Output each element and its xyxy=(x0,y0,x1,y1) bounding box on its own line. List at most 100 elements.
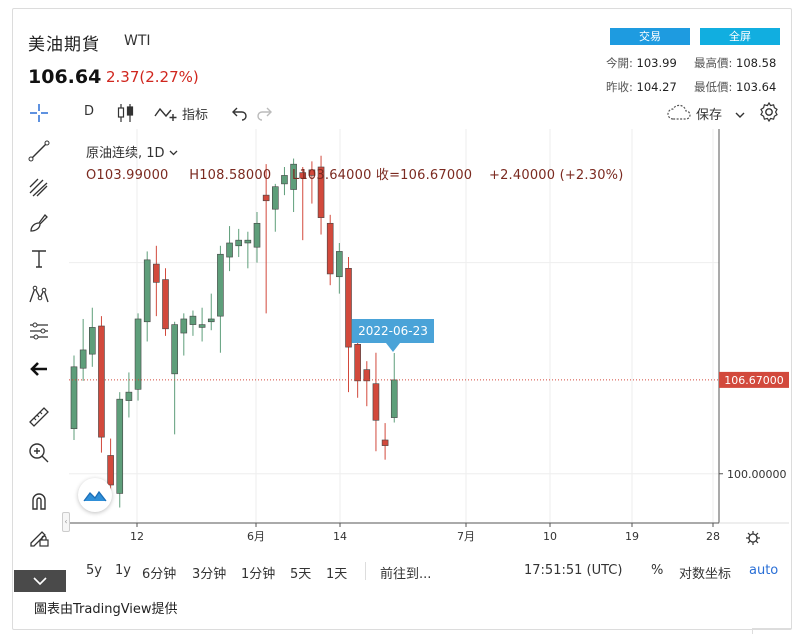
goto-date-button[interactable]: 前往到... xyxy=(380,567,432,582)
interval-button[interactable]: D xyxy=(84,104,95,119)
arrow-left-icon[interactable] xyxy=(26,356,52,382)
candle-body-12 xyxy=(180,318,188,334)
fib-tool-icon[interactable] xyxy=(26,174,52,200)
crosshair-date-bg xyxy=(352,319,434,343)
pattern-tool-icon[interactable] xyxy=(26,282,52,308)
brush-icon[interactable] xyxy=(26,210,52,236)
instrument-symbol: WTI xyxy=(124,33,151,49)
save-button[interactable]: 保存 xyxy=(696,108,723,123)
candle-body-14 xyxy=(198,324,206,328)
candle-body-6 xyxy=(125,391,133,401)
stat-open: 今開: 103.99 xyxy=(606,55,677,71)
text-tool-icon[interactable] xyxy=(26,246,52,272)
candle-body-35 xyxy=(390,379,398,418)
indicators-icon[interactable] xyxy=(154,104,178,126)
price-change: 2.37(2.27%) xyxy=(106,68,199,86)
range-1y[interactable]: 1y xyxy=(115,563,131,578)
prediction-tool-icon[interactable] xyxy=(26,318,52,344)
candle-body-20 xyxy=(253,222,261,248)
trend-line-icon[interactable] xyxy=(26,138,52,164)
series-title-text: 原油连续, 1D xyxy=(86,146,165,161)
trade-button[interactable]: 交易 xyxy=(610,28,690,45)
chevron-down-icon[interactable] xyxy=(734,106,746,125)
stat-low: 最低價: 103.64 xyxy=(694,79,776,95)
candles-style-icon[interactable] xyxy=(116,102,136,128)
candle-body-4 xyxy=(107,455,114,486)
candle-body-3 xyxy=(98,325,105,438)
range-5y[interactable]: 5y xyxy=(86,563,102,578)
candle-body-21 xyxy=(262,194,270,202)
axis-settings-icon-rays xyxy=(746,531,760,545)
undo-icon[interactable] xyxy=(230,104,248,126)
candle-body-8 xyxy=(143,259,151,323)
x-tick-label-2: 14 xyxy=(333,530,347,543)
candle-body-27 xyxy=(317,166,325,218)
chart-toolbar: D 指标 保存 xyxy=(20,98,785,128)
candle-body-9 xyxy=(153,263,160,283)
gear-icon[interactable] xyxy=(758,101,780,127)
drawing-toolbar xyxy=(14,100,66,620)
candle-body-7 xyxy=(134,318,142,390)
candlestick-chart[interactable]: 106.67000 100.00000 12 6月 14 7月 10 19 28 2022-06-… xyxy=(69,129,789,549)
candle-body-22 xyxy=(272,186,279,210)
indicators-button[interactable]: 指标 xyxy=(182,108,209,123)
x-tick-label-4: 10 xyxy=(543,530,557,543)
range-5d[interactable]: 5天 xyxy=(290,567,312,582)
stat-high: 最高價: 108.58 xyxy=(694,55,776,71)
clock-time[interactable]: 17:51:51 (UTC) xyxy=(524,563,623,578)
stat-prev-close: 昨收: 104.27 xyxy=(606,79,677,95)
axis-settings-icon xyxy=(748,533,758,543)
range-1d[interactable]: 1天 xyxy=(326,567,348,582)
magnet-icon[interactable] xyxy=(26,488,52,514)
redo-icon[interactable] xyxy=(256,104,274,126)
range-6m[interactable]: 6分钟 xyxy=(142,567,177,582)
stat-low-value: 103.64 xyxy=(736,80,777,94)
candle-body-5 xyxy=(116,398,124,494)
attribution: 圖表由TradingView提供 xyxy=(34,602,178,617)
stat-prev-value: 104.27 xyxy=(636,80,677,94)
log-scale-toggle[interactable]: 对数坐标 xyxy=(679,567,732,582)
x-tick-label-1: 6月 xyxy=(247,530,265,543)
tradingview-logo-icon[interactable] xyxy=(78,478,112,512)
x-tick-label-3: 7月 xyxy=(457,530,475,543)
stat-open-value: 103.99 xyxy=(636,56,677,70)
ruler-icon[interactable] xyxy=(26,404,52,430)
candle-body-13 xyxy=(189,315,197,325)
range-bar: 5y 1y 6分钟 3分钟 1分钟 5天 1天 前往到... 17:51:51 … xyxy=(69,556,789,586)
legend-low: L103.64000 xyxy=(292,168,372,183)
candle-body-30 xyxy=(345,268,352,348)
ohlc-legend: O103.99000 H108.58000 L103.64000 收=106.6… xyxy=(86,164,624,183)
candle-body-34 xyxy=(381,439,389,446)
candle-body-28 xyxy=(326,222,334,275)
candle-body-1 xyxy=(79,349,87,369)
widget-frame xyxy=(12,8,792,630)
x-tick-label-6: 28 xyxy=(706,530,720,543)
cloud-icon[interactable] xyxy=(666,104,692,126)
y-tick-label-0: 100.00000 xyxy=(727,468,787,481)
left-scroll-handle[interactable]: ‹ xyxy=(62,512,70,532)
collapse-toolbar-icon[interactable] xyxy=(14,570,66,592)
last-price-label: 106.67000 xyxy=(724,374,784,387)
crosshair-icon[interactable] xyxy=(28,102,50,124)
lock-drawing-icon[interactable] xyxy=(26,524,52,550)
candle-body-32 xyxy=(363,369,371,382)
stat-high-label: 最高價: xyxy=(694,56,733,70)
series-title[interactable]: 原油连续, 1D xyxy=(86,142,178,161)
range-1m[interactable]: 1分钟 xyxy=(241,567,276,582)
instrument-title: 美油期貨 xyxy=(28,35,100,55)
candle-body-26 xyxy=(308,169,316,176)
candle-body-18 xyxy=(235,239,242,247)
range-3m[interactable]: 3分钟 xyxy=(192,567,227,582)
divider xyxy=(365,562,366,580)
auto-scale-toggle[interactable]: auto xyxy=(749,563,779,578)
fullscreen-button[interactable]: 全屏 xyxy=(700,28,780,45)
candle-body-0 xyxy=(70,366,78,430)
percent-scale-toggle[interactable]: % xyxy=(651,563,664,578)
candle-body-11 xyxy=(171,324,178,375)
chevron-down-icon[interactable] xyxy=(169,146,178,161)
zoom-in-icon[interactable] xyxy=(26,440,52,466)
candle-body-25 xyxy=(299,172,307,179)
candle-body-29 xyxy=(336,251,343,278)
legend-change: +2.40000 (+2.30%) xyxy=(488,168,624,183)
candle-body-23 xyxy=(281,175,288,185)
